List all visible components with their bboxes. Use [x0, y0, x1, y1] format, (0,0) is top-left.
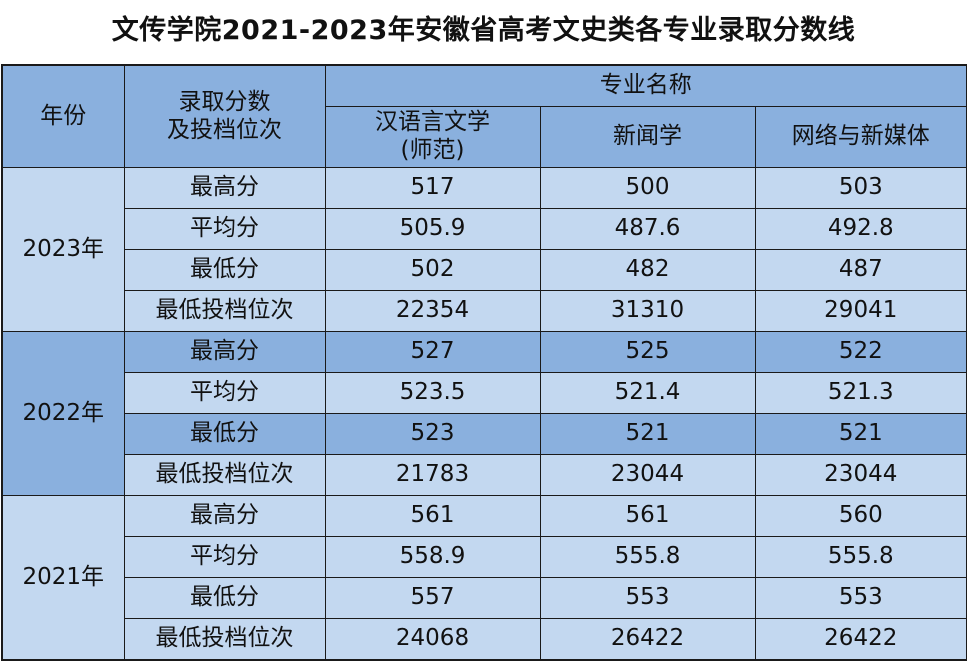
value-cell: 561 [539, 495, 756, 537]
value-cell: 517 [324, 167, 541, 209]
table-row: 最低投档位次 22354 31310 29041 [2, 290, 967, 332]
value-cell: 487 [754, 249, 967, 291]
metric-header-line1: 录取分数 [178, 88, 271, 115]
table-row: 2021年 最高分 561 561 560 [1, 495, 967, 661]
metric-header-line2: 及投档位次 [167, 116, 282, 143]
value-cell: 482 [539, 249, 756, 291]
metric-cell: 最低分 [123, 413, 326, 455]
value-cell: 503 [754, 167, 967, 209]
table-row: 最低分 502 482 487 [2, 249, 967, 291]
value-cell: 527 [324, 331, 541, 373]
table-row: 最低分 523 521 521 [2, 413, 967, 455]
table-row: 平均分 523.5 521.4 521.3 [2, 372, 967, 414]
value-cell: 26422 [539, 618, 756, 661]
table-row: 最低投档位次 24068 26422 26422 [2, 618, 967, 661]
major-header-new-media: 网络与新媒体 [754, 106, 967, 168]
metric-cell: 最低投档位次 [123, 618, 326, 661]
value-cell: 23044 [539, 454, 756, 496]
value-cell: 521 [539, 413, 756, 455]
value-cell: 502 [324, 249, 541, 291]
value-cell: 505.9 [324, 208, 541, 250]
value-cell: 553 [539, 577, 756, 619]
value-cell: 553 [754, 577, 967, 619]
year-cell: 2023年 [1, 167, 125, 332]
value-cell: 521 [754, 413, 967, 455]
table-row: 2023年 最高分 517 500 503 [1, 167, 967, 332]
table-row: 最低投档位次 21783 23044 23044 [2, 454, 967, 496]
major-header-journalism: 新闻学 [539, 106, 756, 168]
major-header-row: 汉语言文学 (师范) 新闻学 网络与新媒体 [2, 106, 967, 168]
metric-cell: 最高分 [123, 331, 326, 373]
metric-cell: 平均分 [123, 372, 326, 414]
metric-column-header: 录取分数 及投档位次 [123, 64, 326, 168]
header-row: 年份 录取分数 及投档位次 专业名称 [1, 64, 967, 168]
major-header-chinese-line1: 汉语言文学 [375, 109, 490, 136]
metric-cell: 最低投档位次 [123, 454, 326, 496]
metric-cell: 平均分 [123, 536, 326, 578]
value-cell: 555.8 [539, 536, 756, 578]
value-cell: 21783 [324, 454, 541, 496]
value-cell: 500 [539, 167, 756, 209]
page-title: 文传学院2021-2023年安徽省高考文史类各专业录取分数线 [111, 14, 856, 46]
metric-cell: 平均分 [123, 208, 326, 250]
table-row: 平均分 558.9 555.8 555.8 [2, 536, 967, 578]
year-cell: 2021年 [1, 495, 125, 661]
value-cell: 29041 [754, 290, 967, 332]
value-cell: 557 [324, 577, 541, 619]
admission-score-table: 年份 录取分数 及投档位次 专业名称 汉语言文学 (师范) 新闻学 网络与新媒体… [1, 64, 967, 661]
metric-cell: 最低分 [123, 577, 326, 619]
value-cell: 560 [754, 495, 967, 537]
value-cell: 492.8 [754, 208, 967, 250]
value-cell: 22354 [324, 290, 541, 332]
value-cell: 561 [324, 495, 541, 537]
metric-cell: 最高分 [123, 495, 326, 537]
value-cell: 555.8 [754, 536, 967, 578]
metric-cell: 最低投档位次 [123, 290, 326, 332]
table-row: 平均分 505.9 487.6 492.8 [2, 208, 967, 250]
value-cell: 525 [539, 331, 756, 373]
major-header-chinese: 汉语言文学 (师范) [324, 106, 541, 168]
metric-cell: 最高分 [123, 167, 326, 209]
value-cell: 24068 [324, 618, 541, 661]
value-cell: 487.6 [539, 208, 756, 250]
value-cell: 523.5 [324, 372, 541, 414]
value-cell: 523 [324, 413, 541, 455]
value-cell: 521.4 [539, 372, 756, 414]
value-cell: 26422 [754, 618, 967, 661]
year-block-2022: 2022年 最高分 527 525 522 平均分 523.5 521.4 52… [1, 331, 967, 496]
major-group-header: 专业名称 [324, 64, 967, 107]
value-cell: 521.3 [754, 372, 967, 414]
major-header-chinese-line2: (师范) [400, 137, 465, 163]
year-column-header: 年份 [1, 64, 125, 168]
year-block-2021: 2021年 最高分 561 561 560 平均分 558.9 555.8 55… [1, 495, 967, 661]
value-cell: 23044 [754, 454, 967, 496]
value-cell: 558.9 [324, 536, 541, 578]
table-row: 最低分 557 553 553 [2, 577, 967, 619]
value-cell: 31310 [539, 290, 756, 332]
metric-cell: 最低分 [123, 249, 326, 291]
year-block-2023: 2023年 最高分 517 500 503 平均分 505.9 487.6 49… [1, 167, 967, 332]
year-cell: 2022年 [1, 331, 125, 496]
value-cell: 522 [754, 331, 967, 373]
table-row: 2022年 最高分 527 525 522 [1, 331, 967, 496]
